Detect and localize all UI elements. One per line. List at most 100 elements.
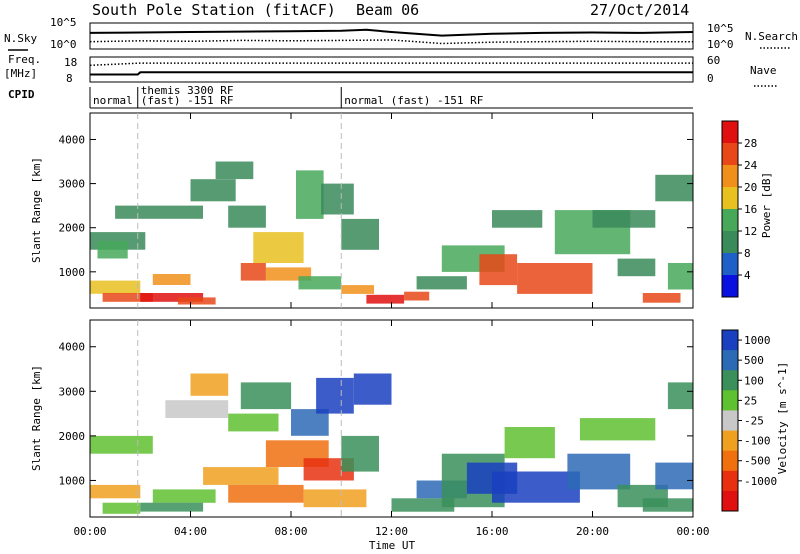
cpid-label: CPID: [8, 88, 35, 101]
nave-tick-bottom: 0: [707, 72, 714, 85]
nave-tick-top: 60: [707, 54, 720, 67]
freq-series: [90, 71, 693, 76]
beam-title: Beam 06: [356, 1, 419, 19]
noise-series-n-sky: [89, 28, 694, 37]
colorbar-label: 4: [744, 269, 751, 282]
freq-panel: Freq. [MHz] 18 8 60 0 Nave: [4, 53, 778, 87]
cpid-segment-label: themis 3300 RF: [141, 84, 234, 97]
colorbar-swatch: [722, 187, 738, 210]
data-cell: [391, 498, 455, 512]
noise-panel: N.Sky 10^5 10^0 10^5 10^0 N.Search: [4, 16, 798, 51]
data-cell: [404, 291, 430, 301]
x-tick-label: 16:00: [475, 525, 508, 538]
data-cell: [667, 263, 693, 290]
data-cell: [152, 274, 191, 285]
colorbar-swatch: [722, 121, 738, 144]
colorbar-swatch: [722, 430, 738, 452]
x-tick-label: 00:00: [676, 525, 709, 538]
data-cell: [90, 280, 141, 294]
y-tick-label: 2000: [59, 222, 86, 235]
colorbar-label: -500: [744, 455, 771, 468]
freq-label-1: Freq.: [8, 53, 41, 66]
x-tick-label: 20:00: [576, 525, 609, 538]
y-tick-label: 3000: [59, 178, 86, 191]
noise-tick-left-bottom: 10^0: [50, 38, 77, 51]
velocity-panel: 1000 2000 3000 4000 Slant Range [km]: [30, 319, 694, 518]
colorbar-swatch: [722, 490, 738, 512]
data-cell: [492, 471, 580, 503]
data-cell: [228, 205, 266, 228]
y-tick-label: 1000: [59, 266, 86, 279]
data-cell: [177, 297, 216, 305]
colorbar-label: 28: [744, 137, 757, 150]
colorbar-label: 500: [744, 354, 764, 367]
colorbar-swatch: [722, 410, 738, 431]
data-cell: [102, 293, 153, 302]
x-tick-label: 00:00: [73, 525, 106, 538]
power-colorbar: 28 24 20 16 12 8 4 Power [dB]: [721, 120, 773, 298]
colorbar-label: -100: [744, 435, 771, 448]
data-cell: [642, 498, 694, 512]
data-cell: [296, 170, 324, 219]
data-cell: [353, 373, 392, 405]
cpid-segment-label: (fast) -151 RF: [141, 94, 234, 107]
cpid-panel: CPID normal themis 3300 RF(fast) -151 RF n…: [8, 84, 693, 109]
colorbar-label: 12: [744, 225, 757, 238]
y-tick-label: 1000: [59, 474, 86, 487]
cpid-segment-label: normal: [93, 94, 133, 107]
colorbar-label: 25: [744, 394, 757, 407]
data-cell: [228, 484, 304, 503]
colorbar-swatch: [722, 209, 738, 232]
data-cell: [140, 502, 204, 512]
data-cell: [90, 435, 153, 454]
noise-series-n-search: [89, 39, 693, 45]
nave-label: Nave: [750, 64, 777, 77]
freq-tick-top: 18: [64, 56, 77, 69]
power-panel: 1000 2000 3000 4000 Slant Range [km]: [30, 112, 694, 309]
data-cell: [492, 210, 543, 228]
data-cell: [303, 489, 367, 508]
x-tick-label: 08:00: [274, 525, 307, 538]
colorbar-swatch: [722, 390, 738, 411]
colorbar-swatch: [722, 330, 738, 351]
data-cell: [190, 373, 229, 396]
colorbar-swatch: [722, 350, 738, 371]
y-tick-label: 3000: [59, 385, 86, 398]
data-cell: [592, 210, 656, 228]
data-cell: [215, 161, 254, 180]
data-cell: [240, 382, 292, 410]
time-axis-label: Time UT: [369, 539, 416, 552]
colorbar-swatch: [722, 165, 738, 188]
noise-tick-left-top: 10^5: [50, 16, 77, 29]
x-tick-label: 12:00: [375, 525, 408, 538]
data-cell: [115, 205, 203, 219]
data-cell: [366, 294, 405, 304]
data-cell: [517, 263, 593, 294]
colorbar-label: -25: [744, 415, 764, 428]
data-cell: [90, 484, 141, 499]
data-cell: [152, 489, 216, 503]
colorbar-label: 1000: [744, 334, 771, 347]
nsky-label: N.Sky: [4, 32, 37, 45]
cpid-segment-label: normal (fast) -151 RF: [344, 94, 483, 107]
colorbar-label: -1000: [744, 475, 777, 488]
colorbar-swatch: [722, 231, 738, 254]
data-cell: [617, 258, 656, 277]
data-cell: [341, 218, 379, 250]
time-axis: 00:00 04:00 08:00 12:00 16:00 20:00 00:00: [73, 113, 710, 538]
velocity-colorbar-title: Velocity [m s^-1]: [776, 362, 789, 475]
nsearch-label: N.Search: [745, 30, 798, 43]
data-cell: [102, 502, 141, 514]
data-cell: [253, 232, 304, 263]
nave-series: [89, 62, 693, 67]
colorbar-swatch: [722, 143, 738, 166]
station-title: South Pole Station (fitACF): [92, 1, 336, 19]
freq-label-2: [MHz]: [4, 67, 37, 80]
data-cell: [567, 453, 631, 490]
colorbar-swatch: [722, 470, 738, 492]
data-cell: [228, 413, 279, 432]
date-title: 27/Oct/2014: [590, 1, 689, 19]
data-cell: [341, 435, 379, 472]
data-cell: [642, 293, 681, 303]
